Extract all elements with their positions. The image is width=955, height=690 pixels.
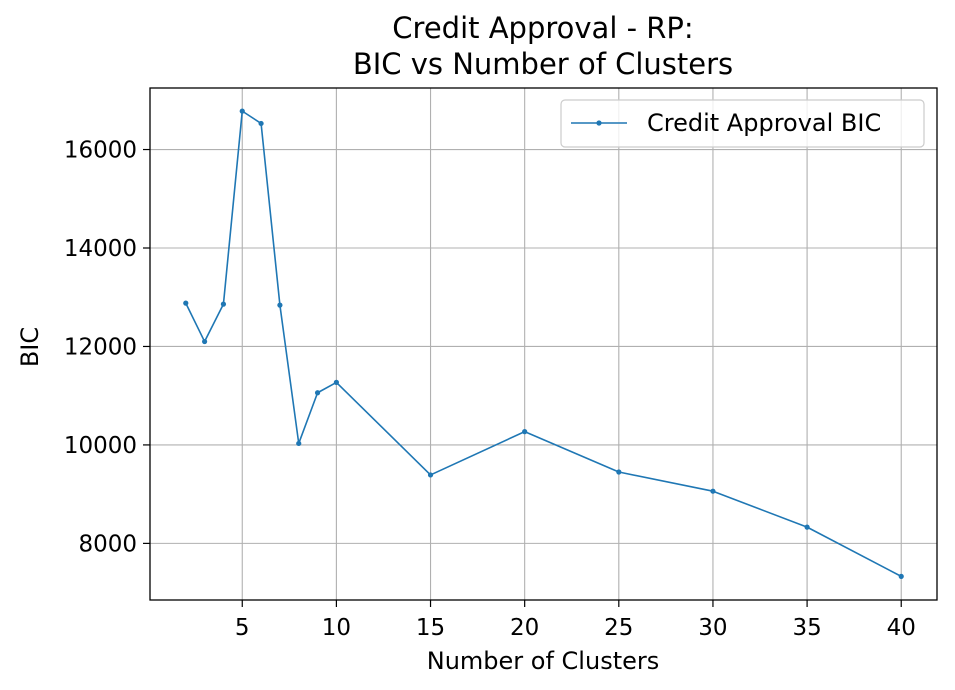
data-point [277,302,283,308]
x-tick-label: 10 [322,615,351,641]
y-tick-label: 16000 [64,138,137,164]
legend-box [560,99,925,148]
x-tick-label: 30 [698,615,727,641]
x-tick-label: 5 [235,615,250,641]
y-tick-label: 12000 [64,334,137,360]
y-tick-label: 8000 [78,531,137,557]
chart-title-line-1: Credit Approval - RP: [392,11,693,45]
data-point [239,108,245,114]
legend-label: Credit Approval BIC [647,109,881,137]
data-point [314,390,321,396]
x-tick-label: 25 [604,615,633,641]
data-point [804,524,810,530]
axis-ticks: 5 10 15 20 25 30 35 40 8000 10000 12000 14000 16000 [64,138,916,641]
chart-title-line-2: BIC vs Number of Clusters [353,47,733,81]
y-tick-label: 10000 [64,433,137,459]
data-point [898,573,904,579]
x-tick-label: 40 [887,615,916,641]
x-tick-label: 15 [416,615,445,641]
y-axis-label: BIC [16,327,44,367]
data-point [427,472,434,478]
y-tick-label: 14000 [64,236,137,262]
x-tick-label: 20 [510,615,539,641]
series [183,108,904,579]
data-point [202,338,208,345]
legend-marker-swatch [596,120,602,126]
data-point [258,120,264,127]
data-point [710,488,716,494]
x-axis-label: Number of Clusters [427,647,660,675]
data-point [616,469,622,475]
data-point [296,440,302,447]
grid [150,88,937,600]
x-tick-label: 35 [792,615,821,641]
data-point [522,429,528,435]
data-point [183,300,189,306]
data-point [220,301,227,307]
plot-frame [149,87,938,601]
legend: Credit Approval BIC [560,99,925,148]
data-point [333,379,339,385]
